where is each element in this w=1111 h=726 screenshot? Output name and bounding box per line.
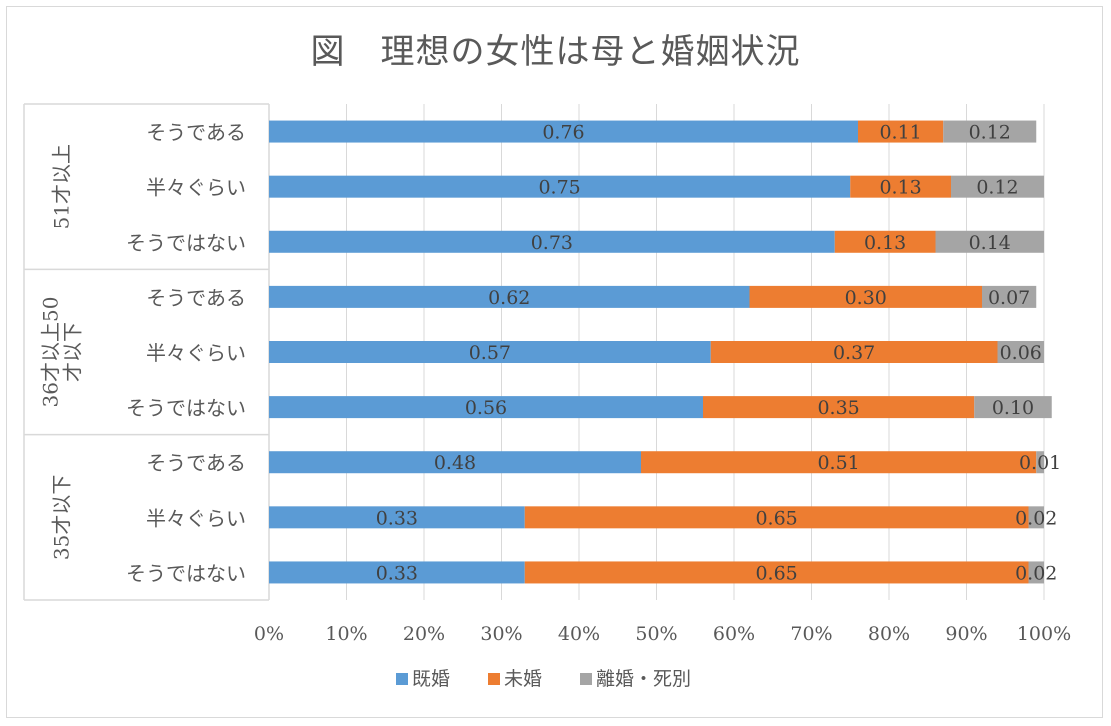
data-label: 0.10 [992, 397, 1034, 419]
bar-segment [834, 230, 936, 253]
category-label: そうではない [126, 396, 246, 420]
category-label: そうではない [126, 231, 246, 255]
bar-segment [269, 120, 858, 143]
data-label: 0.73 [531, 232, 573, 254]
data-label: 0.01 [1019, 452, 1061, 474]
data-label: 0.76 [542, 122, 584, 144]
bar-segment [982, 285, 1037, 308]
bar-segment [710, 341, 998, 363]
legend-label: 未婚 [504, 668, 542, 690]
data-label: 0.07 [988, 287, 1030, 309]
group-label: 51才以上 [50, 144, 74, 229]
legend-label: 離婚・死別 [596, 668, 691, 690]
data-label: 0.56 [465, 397, 507, 419]
category-label: そうである [146, 451, 246, 475]
data-label: 0.35 [817, 397, 859, 419]
bar-segment [269, 175, 851, 198]
data-label: 0.48 [434, 452, 476, 474]
data-label: 0.65 [755, 507, 797, 529]
data-label: 0.33 [376, 507, 418, 529]
legend-swatch [580, 673, 592, 685]
legend-swatch [488, 673, 500, 685]
bar-segment [749, 285, 982, 308]
data-label: 0.65 [755, 562, 797, 584]
data-label: 0.33 [376, 562, 418, 584]
bar-segment [974, 396, 1052, 419]
x-tick-label: 50% [635, 623, 677, 645]
data-label: 0.11 [879, 122, 921, 144]
legend-swatch [396, 673, 408, 685]
category-label: そうである [146, 286, 246, 310]
legend-label: 既婚 [412, 668, 450, 690]
x-tick-label: 100% [1017, 623, 1071, 645]
data-label: 0.06 [1000, 342, 1042, 364]
bar-segment [1028, 561, 1044, 584]
bar-segment [269, 341, 711, 363]
category-label: 半々ぐらい [146, 176, 246, 200]
category-label: そうではない [126, 561, 246, 585]
category-label: そうである [146, 121, 246, 145]
data-label: 0.75 [538, 177, 580, 199]
data-label: 0.62 [488, 287, 530, 309]
chart-title: 図 理想の女性は母と婚姻状況 [310, 32, 801, 72]
bar-segment [269, 506, 525, 529]
bar-segment [997, 341, 1044, 363]
category-label: 半々ぐらい [146, 341, 246, 365]
data-label: 0.51 [817, 452, 859, 474]
bar-segment [269, 285, 750, 308]
x-tick-label: 90% [945, 623, 987, 645]
bar-segment [269, 561, 525, 584]
data-label: 0.12 [976, 177, 1018, 199]
group-label: 36才以上50才以下 [39, 297, 85, 408]
data-label: 0.12 [969, 122, 1011, 144]
x-tick-label: 0% [254, 623, 284, 645]
bar-segment [703, 396, 975, 419]
bar-segment [1036, 451, 1044, 474]
bar-segment [524, 506, 1029, 529]
group-label: 35才以下 [50, 475, 74, 560]
bar-segment [951, 175, 1044, 198]
bar-segment [850, 175, 951, 198]
category-label: 半々ぐらい [146, 506, 246, 530]
bar-segment [641, 451, 1037, 474]
x-tick-label: 60% [713, 623, 755, 645]
data-label: 0.37 [833, 342, 875, 364]
x-tick-label: 20% [403, 623, 445, 645]
data-label: 0.02 [1015, 562, 1057, 584]
data-label: 0.57 [469, 342, 511, 364]
bar-segment [1028, 506, 1044, 529]
bar-segment [935, 230, 1044, 253]
x-tick-label: 10% [325, 623, 367, 645]
bar-segment [269, 396, 703, 419]
bar-segment [943, 120, 1037, 143]
data-label: 0.13 [864, 232, 906, 254]
data-label: 0.02 [1015, 507, 1057, 529]
x-tick-label: 30% [480, 623, 522, 645]
bar-segment [524, 561, 1029, 584]
data-label: 0.13 [879, 177, 921, 199]
x-tick-label: 80% [868, 623, 910, 645]
data-label: 0.30 [845, 287, 887, 309]
bar-segment [269, 230, 835, 253]
bar-segment [269, 451, 641, 474]
data-label: 0.14 [969, 232, 1011, 254]
bar-segment [858, 120, 944, 143]
x-tick-label: 40% [558, 623, 600, 645]
x-tick-label: 70% [790, 623, 832, 645]
